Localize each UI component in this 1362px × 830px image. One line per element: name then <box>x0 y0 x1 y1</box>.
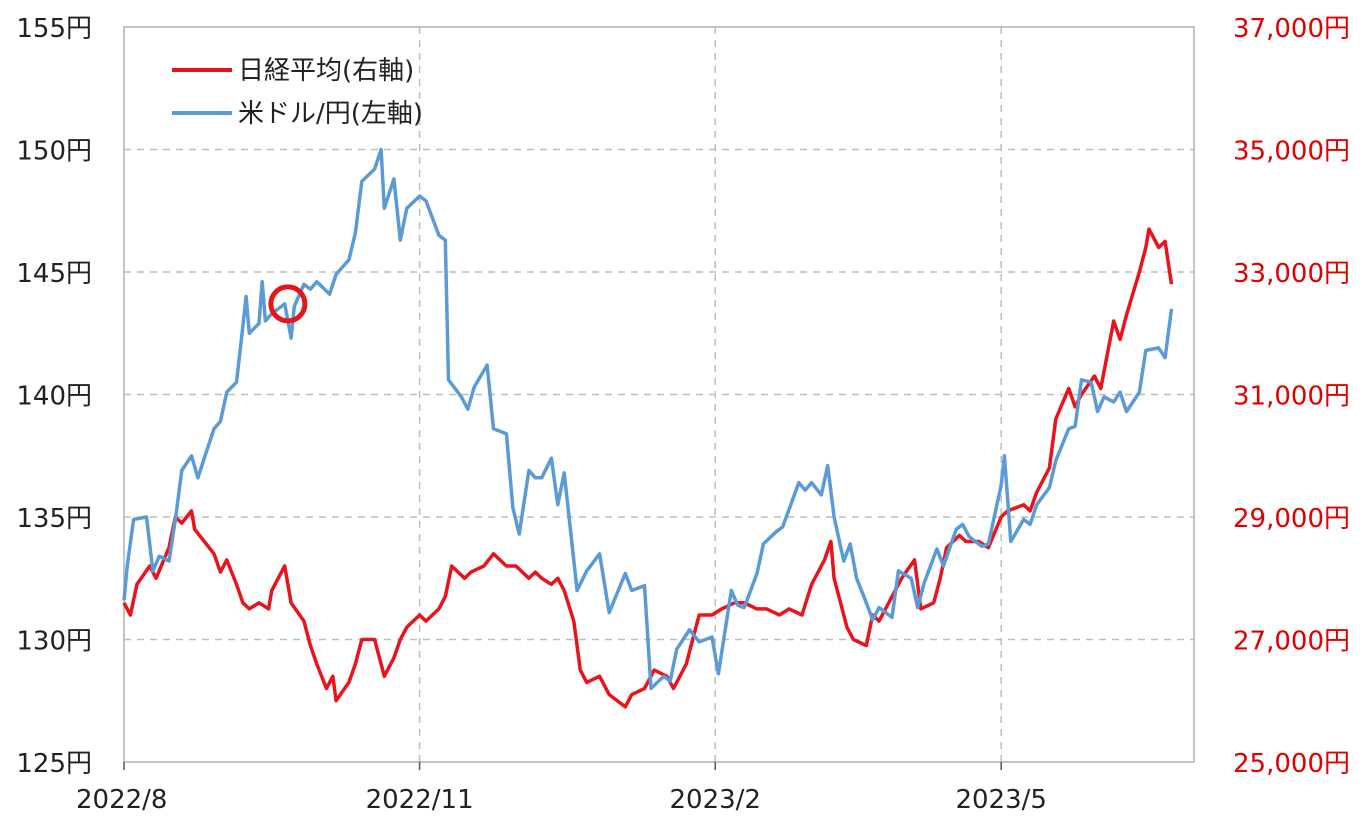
legend: 日経平均(右軸) 米ドル/円(左軸) <box>172 56 423 129</box>
legend-label: 日経平均(右軸) <box>238 56 414 86</box>
x-axis-ticks: 2022/8 2022/11 2023/2 2023/5 <box>76 762 1047 815</box>
right-tick-label: 25,000円 <box>1233 749 1350 779</box>
right-tick-label: 33,000円 <box>1233 259 1350 289</box>
plot-area-border <box>123 26 1195 763</box>
annotation-circle <box>268 284 308 324</box>
left-tick-label: 130円 <box>16 627 92 657</box>
series-lines <box>122 147 1174 709</box>
x-tick-label: 2022/8 <box>76 785 167 815</box>
left-axis-ticks: 125円 130円 135円 140円 145円 150円 155円 <box>16 14 92 779</box>
x-tick-label: 2023/2 <box>669 785 760 815</box>
right-tick-label: 37,000円 <box>1233 14 1350 44</box>
right-tick-label: 31,000円 <box>1233 382 1350 412</box>
left-tick-label: 155円 <box>16 14 92 44</box>
left-tick-label: 125円 <box>16 749 92 779</box>
left-tick-label: 140円 <box>16 382 92 412</box>
x-tick-label: 2022/11 <box>366 785 474 815</box>
grid-lines <box>124 27 1194 762</box>
nikkei-line <box>122 227 1174 709</box>
usdjpy-line <box>122 147 1174 691</box>
right-tick-label: 35,000円 <box>1233 137 1350 167</box>
legend-label: 米ドル/円(左軸) <box>238 99 423 129</box>
right-tick-label: 29,000円 <box>1233 504 1350 534</box>
left-tick-label: 150円 <box>16 137 92 167</box>
right-tick-label: 27,000円 <box>1233 627 1350 657</box>
right-axis-ticks: 25,000円 27,000円 29,000円 31,000円 33,000円 35,00… <box>1233 14 1350 779</box>
left-tick-label: 145円 <box>16 259 92 289</box>
x-tick-label: 2023/5 <box>955 785 1046 815</box>
left-tick-label: 135円 <box>16 504 92 534</box>
